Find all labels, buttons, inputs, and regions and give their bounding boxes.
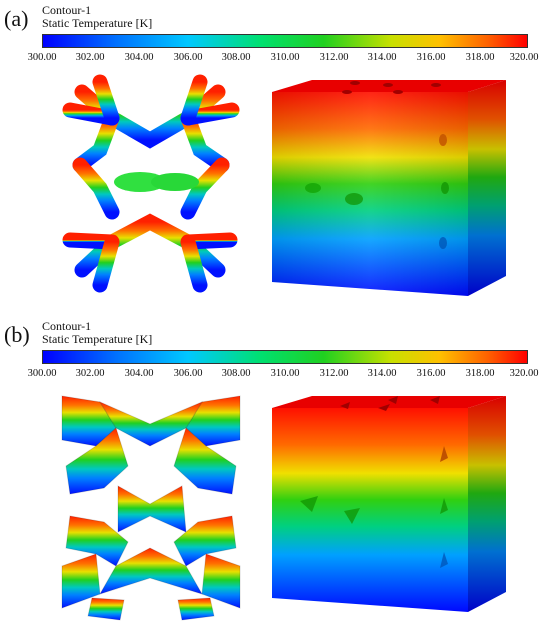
pore-holes [342, 81, 441, 94]
plate-lattice [61, 395, 241, 621]
panel-label: (b) [4, 322, 30, 347]
panel-label: (a) [4, 6, 29, 31]
colorbar-ticks: 300.00 302.00 304.00 306.00 308.00 310.0… [0, 52, 550, 66]
lattice-disc [114, 172, 166, 192]
colorbar [42, 350, 528, 364]
variable-label: Static Temperature [K] [42, 16, 153, 30]
tick-label: 308.00 [221, 52, 251, 63]
thermal-render-a [62, 74, 506, 296]
tick-label: 302.00 [75, 368, 105, 379]
tick-label: 318.00 [465, 368, 495, 379]
tick-label: 318.00 [465, 52, 495, 63]
tick-label: 306.00 [173, 368, 203, 379]
tick-label: 310.00 [270, 52, 300, 63]
contour-title: Contour-1 [42, 319, 92, 333]
thermal-render-b [61, 395, 506, 621]
tick-label: 320.00 [509, 368, 539, 379]
tick-label: 304.00 [124, 52, 154, 63]
colorbar-ticks: 300.00 302.00 304.00 306.00 308.00 310.0… [0, 368, 550, 382]
tick-label: 302.00 [75, 52, 105, 63]
tick-label: 304.00 [124, 368, 154, 379]
solid-cube [272, 80, 506, 296]
tick-label: 314.00 [367, 368, 397, 379]
panel-b: (b) Contour-1 Static Temperature [K] 300… [0, 316, 550, 632]
colorbar [42, 34, 528, 48]
tick-label: 306.00 [173, 52, 203, 63]
tick-label: 316.00 [416, 52, 446, 63]
tick-label: 312.00 [319, 52, 349, 63]
pore-holes [340, 396, 440, 411]
tick-label: 300.00 [27, 52, 57, 63]
tick-label: 320.00 [509, 52, 539, 63]
panel-a: (a) Contour-1 Static Temperature [K] 300… [0, 3, 550, 296]
tick-label: 312.00 [319, 368, 349, 379]
solid-cube [272, 396, 506, 612]
tick-label: 316.00 [416, 368, 446, 379]
variable-label: Static Temperature [K] [42, 332, 153, 346]
tick-label: 308.00 [221, 368, 251, 379]
contour-title: Contour-1 [42, 3, 92, 17]
tick-label: 300.00 [27, 368, 57, 379]
lattice-disc [151, 173, 199, 191]
tick-label: 314.00 [367, 52, 397, 63]
tick-label: 310.00 [270, 368, 300, 379]
